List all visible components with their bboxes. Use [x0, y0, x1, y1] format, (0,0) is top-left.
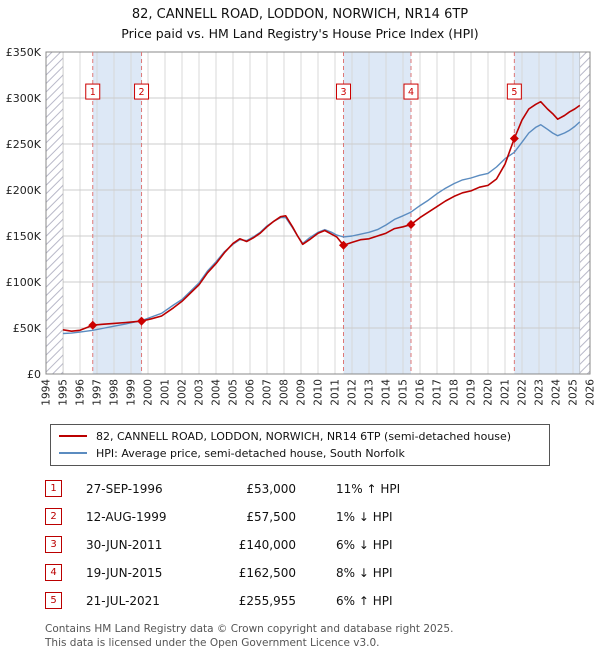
sale-number-badge: 4 — [45, 564, 62, 582]
sale-markers — [88, 133, 519, 330]
license-footer: Contains HM Land Registry data © Crown c… — [45, 623, 600, 650]
svg-text:1998: 1998 — [109, 379, 121, 406]
svg-text:2015: 2015 — [398, 379, 410, 406]
svg-text:£300K: £300K — [6, 92, 42, 105]
svg-text:2011: 2011 — [330, 379, 342, 406]
svg-text:4: 4 — [408, 87, 414, 98]
sale-hpi-delta: 6% ↑ HPI — [336, 593, 393, 608]
svg-text:2019: 2019 — [466, 379, 478, 406]
sale-hpi-delta: 1% ↓ HPI — [336, 509, 393, 524]
sales-table: 1 27-SEP-1996 £53,000 11% ↑ HPI 2 12-AUG… — [45, 475, 600, 615]
legend-row-hpi: HPI: Average price, semi-detached house,… — [59, 445, 541, 462]
svg-text:£50K: £50K — [13, 322, 42, 335]
table-row: 4 19-JUN-2015 £162,500 8% ↓ HPI — [45, 559, 600, 587]
sale-price: £255,955 — [238, 593, 296, 608]
page-subtitle: Price paid vs. HM Land Registry's House … — [121, 26, 479, 42]
blue-line-swatch — [59, 452, 87, 455]
sale-number-badge: 3 — [45, 536, 62, 554]
svg-text:2008: 2008 — [279, 379, 291, 406]
svg-text:£0: £0 — [27, 368, 41, 381]
svg-text:2: 2 — [139, 87, 145, 98]
svg-text:2006: 2006 — [245, 379, 257, 406]
svg-text:1995: 1995 — [58, 379, 70, 406]
svg-text:1999: 1999 — [126, 379, 138, 406]
plot-frame — [45, 51, 591, 375]
sale-date-lines — [92, 51, 515, 374]
table-row: 5 21-JUL-2021 £255,955 6% ↑ HPI — [45, 587, 600, 615]
svg-text:1996: 1996 — [75, 379, 87, 406]
sale-number-badge: 2 — [45, 508, 62, 526]
gridlines — [45, 51, 591, 375]
svg-text:2004: 2004 — [211, 379, 223, 406]
hpi-line — [62, 121, 581, 335]
svg-text:2017: 2017 — [432, 379, 444, 406]
svg-text:2009: 2009 — [296, 379, 308, 406]
svg-text:2014: 2014 — [381, 379, 393, 406]
table-row: 3 30-JUN-2011 £140,000 6% ↓ HPI — [45, 531, 600, 559]
svg-text:1: 1 — [90, 87, 96, 98]
price-chart-svg: 1 2 3 4 5 £0 £50K £100K £150K £200K £250K £300K £350… — [6, 46, 597, 406]
svg-text:2005: 2005 — [228, 379, 240, 406]
sale-price: £57,500 — [246, 509, 296, 524]
svg-text:5: 5 — [511, 87, 517, 98]
sale-number-badges: 1 2 3 4 5 — [85, 83, 522, 100]
svg-text:1994: 1994 — [41, 379, 53, 406]
svg-text:2012: 2012 — [347, 379, 359, 406]
svg-text:£200K: £200K — [6, 184, 42, 197]
sale-number-badge: 1 — [45, 480, 62, 498]
sale-price: £53,000 — [246, 481, 296, 496]
svg-text:£350K: £350K — [6, 46, 42, 59]
footer-line-2: This data is licensed under the Open Gov… — [45, 636, 380, 649]
sale-price: £140,000 — [238, 537, 296, 552]
svg-text:£100K: £100K — [6, 276, 42, 289]
table-row: 1 27-SEP-1996 £53,000 11% ↑ HPI — [45, 475, 600, 503]
svg-text:2013: 2013 — [364, 379, 376, 406]
chart-area: 1 2 3 4 5 £0 £50K £100K £150K £200K £250K £300K £350… — [0, 44, 600, 422]
svg-text:2016: 2016 — [415, 379, 427, 406]
chart-legend: 82, CANNELL ROAD, LODDON, NORWICH, NR14 … — [50, 423, 550, 466]
sale-date: 12-AUG-1999 — [86, 509, 167, 524]
svg-text:2024: 2024 — [551, 379, 563, 406]
svg-text:2021: 2021 — [500, 379, 512, 406]
sale-hpi-delta: 11% ↑ HPI — [336, 481, 401, 496]
svg-text:2002: 2002 — [177, 379, 189, 406]
y-axis-labels: £0 £50K £100K £150K £200K £250K £300K £350K — [6, 46, 42, 381]
footer-line-1: Contains HM Land Registry data © Crown c… — [45, 622, 454, 635]
sale-price: £162,500 — [238, 565, 296, 580]
svg-text:2001: 2001 — [160, 379, 172, 406]
sale-hpi-delta: 8% ↓ HPI — [336, 565, 393, 580]
legend-row-property: 82, CANNELL ROAD, LODDON, NORWICH, NR14 … — [59, 428, 541, 445]
svg-text:2000: 2000 — [143, 379, 155, 406]
svg-text:2010: 2010 — [313, 379, 325, 406]
legend-label-property: 82, CANNELL ROAD, LODDON, NORWICH, NR14 … — [96, 429, 512, 443]
svg-text:£250K: £250K — [6, 138, 42, 151]
svg-text:£150K: £150K — [6, 230, 42, 243]
svg-text:2022: 2022 — [517, 379, 529, 406]
shaded-bands — [92, 51, 580, 374]
page-title: 82, CANNELL ROAD, LODDON, NORWICH, NR14 … — [131, 7, 469, 22]
x-axis-labels: 1994 1995 1996 1997 1998 1999 2000 2001 2002 2003… — [41, 379, 597, 406]
svg-text:3: 3 — [340, 87, 346, 98]
svg-text:2025: 2025 — [568, 379, 580, 406]
svg-text:2007: 2007 — [262, 379, 274, 406]
sale-date: 27-SEP-1996 — [86, 481, 163, 496]
svg-text:1997: 1997 — [92, 379, 104, 406]
title-block: 82, CANNELL ROAD, LODDON, NORWICH, NR14 … — [0, 0, 600, 42]
svg-text:2018: 2018 — [449, 379, 461, 406]
svg-text:2003: 2003 — [194, 379, 206, 406]
sale-date: 21-JUL-2021 — [86, 593, 160, 608]
red-line-swatch — [59, 435, 87, 438]
svg-text:2026: 2026 — [585, 379, 597, 406]
sale-date: 19-JUN-2015 — [86, 565, 163, 580]
legend-label-hpi: HPI: Average price, semi-detached house,… — [96, 446, 405, 460]
sale-number-badge: 5 — [45, 592, 62, 610]
sale-hpi-delta: 6% ↓ HPI — [336, 537, 393, 552]
svg-text:2023: 2023 — [534, 379, 546, 406]
svg-text:2020: 2020 — [483, 379, 495, 406]
sale-date: 30-JUN-2011 — [86, 537, 163, 552]
table-row: 2 12-AUG-1999 £57,500 1% ↓ HPI — [45, 503, 600, 531]
